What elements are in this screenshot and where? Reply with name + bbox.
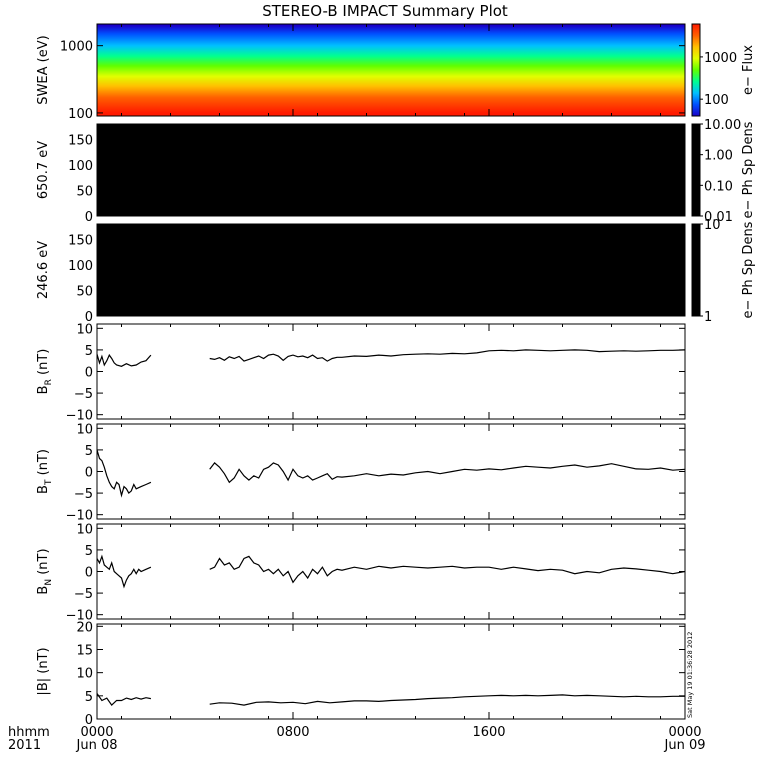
panel-frame: [96, 223, 686, 317]
y-tick-label: −5: [74, 487, 93, 502]
y-tick-label: 10: [76, 322, 93, 337]
y-axis-label-subscript: R: [44, 379, 54, 385]
panel-br: −10 −5 0 5 10 BR (nT): [36, 322, 686, 424]
y-tick-label: 100: [68, 107, 93, 122]
y-axis-label-subscript: N: [44, 579, 54, 586]
colorbar-tick-label: 0.01: [704, 210, 733, 225]
colorbar-tick-label: 1: [704, 310, 712, 325]
y-tick-label: −5: [74, 387, 93, 402]
y-axis-label: BN (nT): [36, 548, 54, 594]
data-series-line: [96, 353, 152, 367]
y-tick-label: 0: [85, 713, 93, 728]
data-series-line: [209, 555, 686, 584]
colorbar: [691, 23, 701, 117]
panel-frame: [96, 123, 686, 217]
y-tick-label: 1000: [60, 40, 93, 55]
y-axis-label-unit: (nT): [36, 349, 51, 379]
data-series-line: [209, 462, 686, 484]
y-axis-label-unit: (nT): [36, 548, 51, 578]
time-tick-date-label: Jun 08: [76, 738, 118, 753]
y-tick-label: −10: [66, 609, 93, 624]
data-series-line: [96, 693, 152, 707]
y-tick-label: 10: [76, 667, 93, 682]
data-series-line: [209, 349, 686, 362]
y-tick-label: 5: [85, 544, 93, 559]
time-tick-label: 0800: [276, 725, 309, 740]
y-tick-label: 0: [85, 466, 93, 481]
y-tick-label: −5: [74, 587, 93, 602]
y-axis-label: 650.7 eV: [36, 141, 51, 199]
y-tick-label: 15: [76, 643, 93, 658]
time-tick-label: 0000: [668, 725, 701, 740]
y-tick-label: 10: [76, 422, 93, 437]
y-tick-label: 5: [85, 690, 93, 705]
y-axis-label-main: |B| (nT): [36, 647, 51, 695]
data-series-line: [96, 554, 152, 589]
y-tick-label: 5: [85, 344, 93, 359]
y-tick-label: 0: [85, 566, 93, 581]
time-tick-label: 1600: [472, 725, 505, 740]
time-tick-date-label: Jun 09: [664, 738, 706, 753]
y-tick-label: 0: [85, 366, 93, 381]
y-axis-label: 246.6 eV: [36, 241, 51, 299]
colorbar: [691, 223, 701, 317]
colorbar-tick-label: 1.00: [704, 149, 733, 164]
colorbar-tick-label: 1000: [704, 51, 737, 66]
panel-pad246: 0 50 100 150 246.6 eV 1 10 e− Ph Sp Dens: [36, 218, 756, 325]
panel-frame: [96, 423, 686, 520]
y-tick-label: 150: [68, 133, 93, 148]
heatmap-fill: [97, 24, 685, 116]
y-axis-label-main: B: [36, 385, 51, 394]
colorbar-label: e− Ph Sp Dens: [741, 221, 756, 318]
y-tick-label: 100: [68, 159, 93, 174]
y-tick-label: −10: [66, 409, 93, 424]
y-axis-label-main: B: [36, 586, 51, 595]
panel-swea: 100 1000 SWEA (eV) 100 1000 e− Flux: [36, 23, 756, 122]
y-axis-label-unit: (nT): [36, 449, 51, 479]
colorbar-tick-label: 10.00: [704, 118, 741, 133]
y-axis-label: BT (nT): [36, 449, 54, 494]
plot-title: STEREO-B IMPACT Summary Plot: [262, 2, 508, 20]
y-axis-label-subscript: T: [44, 479, 54, 486]
data-series-line: [209, 694, 685, 706]
colorbar-tick-label: 0.10: [704, 179, 733, 194]
y-tick-label: 5: [85, 444, 93, 459]
time-axis-label-year: 2011: [8, 738, 41, 753]
y-tick-label: 0: [85, 210, 93, 225]
time-tick-label: 0000: [80, 725, 113, 740]
heatmap-fill: [97, 224, 685, 316]
colorbar: [691, 123, 701, 217]
time-axis-label-hhmm: hhmm: [8, 725, 50, 740]
y-axis-label: SWEA (eV): [36, 35, 51, 104]
panel-bn: −10 −5 0 5 10 BN (nT): [36, 522, 686, 624]
colorbar-label: e− Flux: [741, 45, 756, 95]
panel-pad650: 0 50 100 150 650.7 eV 0.01 0.10 1.00 10.00 e− Ph …: [36, 118, 756, 225]
colorbar-label: e− Ph Sp Dens: [741, 121, 756, 218]
data-series-line: [96, 449, 152, 498]
y-tick-label: −10: [66, 509, 93, 524]
colorbar-tick-label: 10: [704, 218, 721, 233]
colorbar-tick-label: 100: [704, 93, 729, 108]
panel-bmag: 0 5 10 15 20 |B| (nT): [36, 620, 686, 728]
panel-frame: [96, 623, 686, 720]
y-tick-label: 50: [76, 284, 93, 299]
y-axis-label: BR (nT): [36, 349, 54, 395]
heatmap-fill: [97, 124, 685, 216]
y-tick-label: 20: [76, 620, 93, 635]
y-tick-label: 10: [76, 522, 93, 537]
y-tick-label: 0: [85, 310, 93, 325]
y-tick-label: 100: [68, 259, 93, 274]
y-tick-label: 150: [68, 233, 93, 248]
y-tick-label: 50: [76, 184, 93, 199]
y-axis-label: |B| (nT): [36, 647, 51, 695]
y-axis-label-main: B: [36, 485, 51, 494]
panel-frame: [96, 23, 686, 117]
panel-bt: −10 −5 0 5 10 BT (nT): [36, 422, 686, 524]
creation-stamp: Sat May 19 01:36:28 2012: [686, 632, 694, 718]
panel-frame: [96, 523, 686, 620]
panel-frame: [96, 323, 686, 420]
